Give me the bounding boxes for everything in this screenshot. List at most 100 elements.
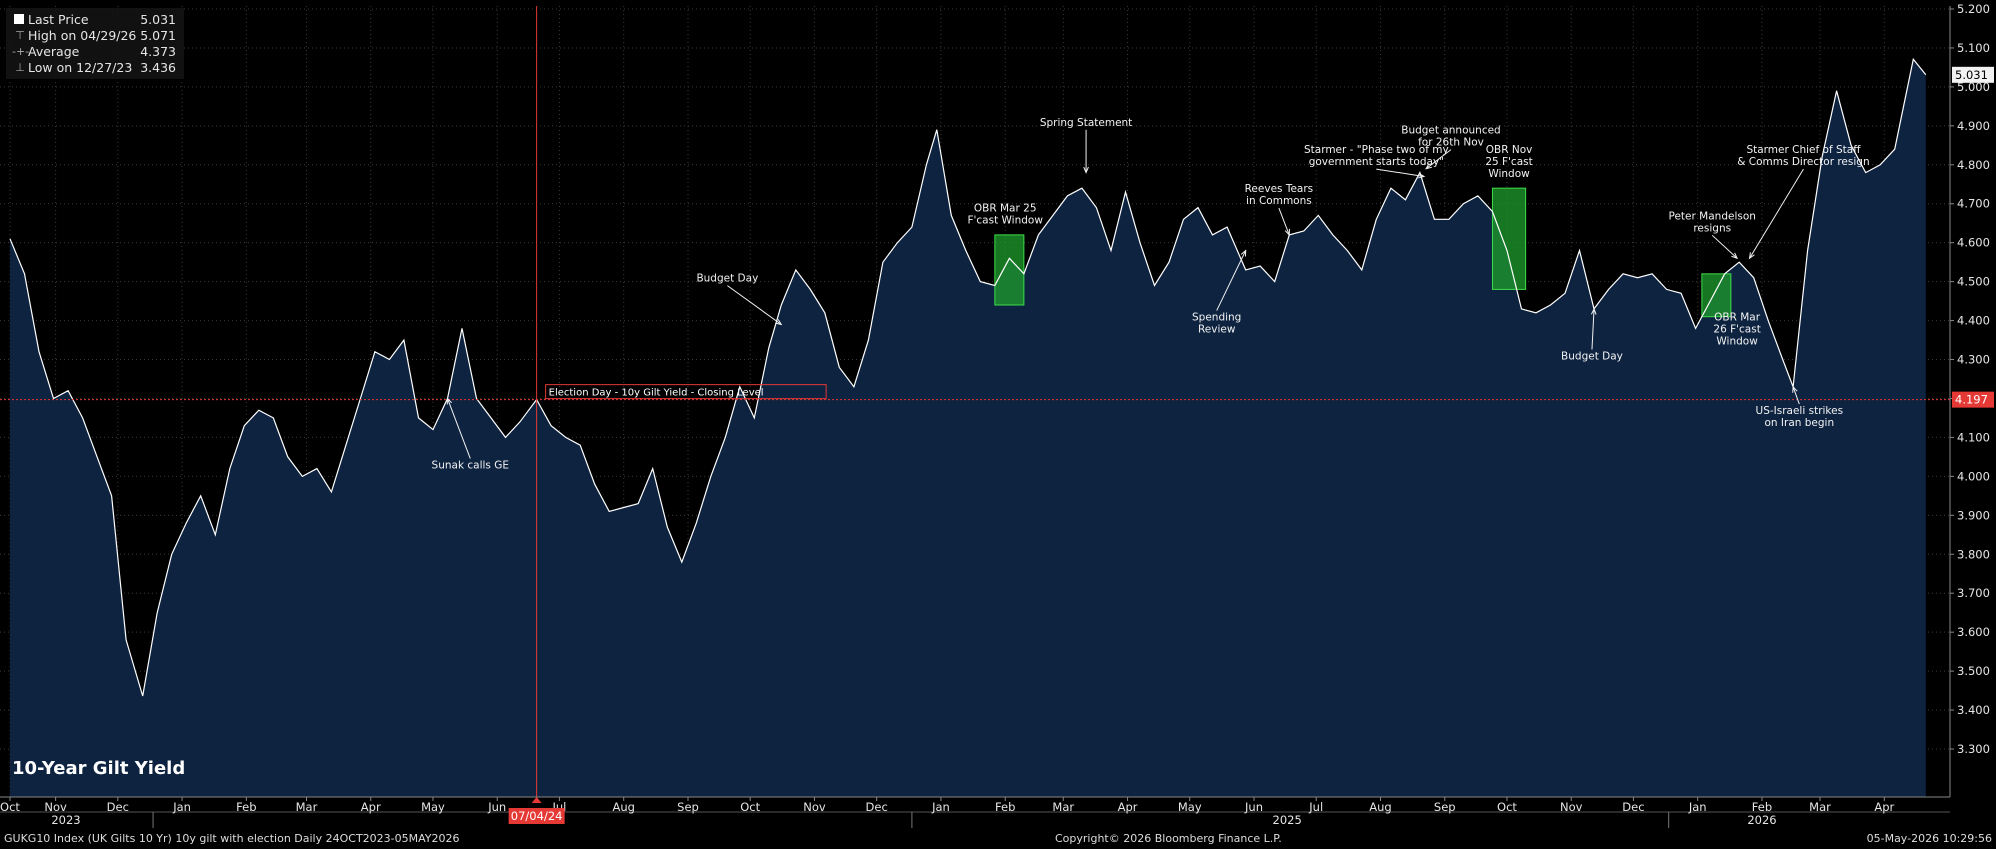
forecast-windows [994, 187, 1732, 318]
y-tick-label: 3.900 [1957, 508, 1990, 522]
legend-low-label: Low on 12/27/23 [28, 59, 133, 75]
annotation-label: government starts today" [1309, 156, 1444, 168]
x-year-label: 2025 [1273, 813, 1302, 827]
date-marker-icon [531, 797, 542, 803]
legend-high-label: High on 04/29/26 [28, 27, 137, 43]
x-year-label: 2026 [1747, 813, 1776, 827]
annotation-label: Window [1488, 168, 1530, 180]
annotation-arrowhead [1748, 252, 1755, 260]
annotation: Budget Day [696, 273, 783, 326]
footer-copyright: Copyright© 2026 Bloomberg Finance L.P. [1055, 832, 1282, 845]
annotation-label: resigns [1693, 222, 1731, 234]
annotation-label: Starmer - "Phase two of my [1304, 144, 1449, 156]
y-tick-label: 3.300 [1957, 742, 1990, 756]
footer-timestamp: 05-May-2026 10:29:56 [1866, 832, 1992, 845]
high-marker-icon: ⊤ [15, 28, 25, 42]
annotation-arrowhead [1792, 385, 1798, 393]
annotation-label: US-Israeli strikes [1756, 405, 1844, 417]
x-month-label: Jul [1308, 800, 1323, 814]
x-month-label: Feb [995, 800, 1015, 814]
x-month-label: May [421, 800, 445, 814]
annotation-arrow [1216, 250, 1247, 311]
annotation-label: OBR Nov [1486, 144, 1533, 156]
x-month-label: Jan [1688, 800, 1707, 814]
annotation-arrowhead [1425, 163, 1433, 170]
annotation-label: Budget announced [1401, 125, 1500, 137]
annotation-arrowhead [1284, 228, 1290, 237]
annotation-arrow [1376, 168, 1425, 177]
x-month-label: Jun [1244, 800, 1263, 814]
annotation-label: Window [1716, 336, 1758, 348]
annotation: Budget Day [1561, 307, 1623, 363]
legend-high-value: 5.071 [140, 27, 176, 43]
annotation: OBR Mar 25F'cast Window [967, 203, 1043, 227]
annotation-label: Budget Day [696, 273, 758, 285]
y-tick-label: 4.900 [1957, 119, 1990, 133]
annotation-arrowhead [1240, 249, 1247, 257]
x-month-label: Jan [172, 800, 191, 814]
reference-tag-label: 4.197 [1955, 393, 1988, 407]
legend-average-label: Average [28, 43, 80, 59]
annotation-label: Review [1198, 324, 1236, 336]
annotation-arrowhead [775, 319, 783, 326]
x-month-label: Dec [866, 800, 888, 814]
yield-area [10, 59, 1926, 797]
annotation-label: Spending [1192, 312, 1241, 324]
annotation-arrow [1749, 168, 1804, 259]
legend-last-value: 5.031 [140, 11, 176, 27]
x-month-label: Dec [1622, 800, 1644, 814]
y-tick-label: 5.000 [1957, 80, 1990, 94]
y-tick-label: 3.400 [1957, 703, 1990, 717]
annotation-arrow [1425, 149, 1452, 170]
footer-ticker: GUKG10 Index (UK Gilts 10 Yr) 10y gilt w… [4, 832, 460, 845]
reference-caption-box [545, 384, 827, 400]
date-marker-label: 07/04/24 [511, 809, 563, 823]
annotation-label: Sunak calls GE [432, 460, 509, 472]
x-month-label: Mar [296, 800, 318, 814]
annotation-arrowhead [1731, 252, 1739, 260]
annotation-arrowhead [446, 397, 452, 405]
y-tick-label: 4.500 [1957, 275, 1990, 289]
legend-last-label: Last Price [28, 11, 89, 27]
x-month-label: Feb [1752, 800, 1772, 814]
annotation-arrow [727, 285, 782, 325]
annotation-label: OBR Mar 25 [974, 203, 1037, 215]
x-axis: Oct Nov Dec Jan Feb Mar Apr May Jun Jul Aug Sep Oct N… [0, 796, 1950, 828]
x-year-label: 2023 [51, 813, 80, 827]
reference-line-group: Election Day - 10y Gilt Yield - Closing … [0, 6, 1950, 797]
legend-high: ⊤ High on 04/29/26 5.071 [12, 27, 176, 43]
x-month-label: Apr [1118, 800, 1138, 814]
legend-last-price: Last Price 5.031 [12, 11, 176, 27]
last-price-swatch-icon [14, 14, 24, 24]
annotation: Sunak calls GE [432, 397, 509, 472]
annotation: Spring Statement [1040, 117, 1132, 174]
last-price-tag [1952, 66, 1994, 83]
legend-average: -+- Average 4.373 [12, 43, 176, 59]
y-tick-label: 3.700 [1957, 586, 1990, 600]
y-tick-label: 5.200 [1957, 2, 1990, 16]
x-month-label: Aug [612, 800, 634, 814]
annotation-label: Peter Mandelson [1669, 210, 1756, 222]
y-tick-label: 4.100 [1957, 430, 1990, 444]
annotation-arrowhead [1590, 307, 1597, 315]
y-tick-label: 4.600 [1957, 236, 1990, 250]
annotation-label: & Comms Director resign [1737, 156, 1869, 168]
x-month-label: Jun [487, 800, 506, 814]
y-tick-label: 4.400 [1957, 314, 1990, 328]
y-tick-label: 3.600 [1957, 625, 1990, 639]
y-tick-label: 3.800 [1957, 547, 1990, 561]
annotation-arrow [1278, 207, 1290, 236]
annotation-label: Spring Statement [1040, 117, 1132, 129]
y-tick-label: 4.800 [1957, 158, 1990, 172]
x-month-label: Mar [1809, 800, 1831, 814]
x-month-label: Sep [1434, 800, 1456, 814]
annotation-label: in Commons [1246, 195, 1312, 207]
annotation-arrow [1591, 308, 1595, 350]
